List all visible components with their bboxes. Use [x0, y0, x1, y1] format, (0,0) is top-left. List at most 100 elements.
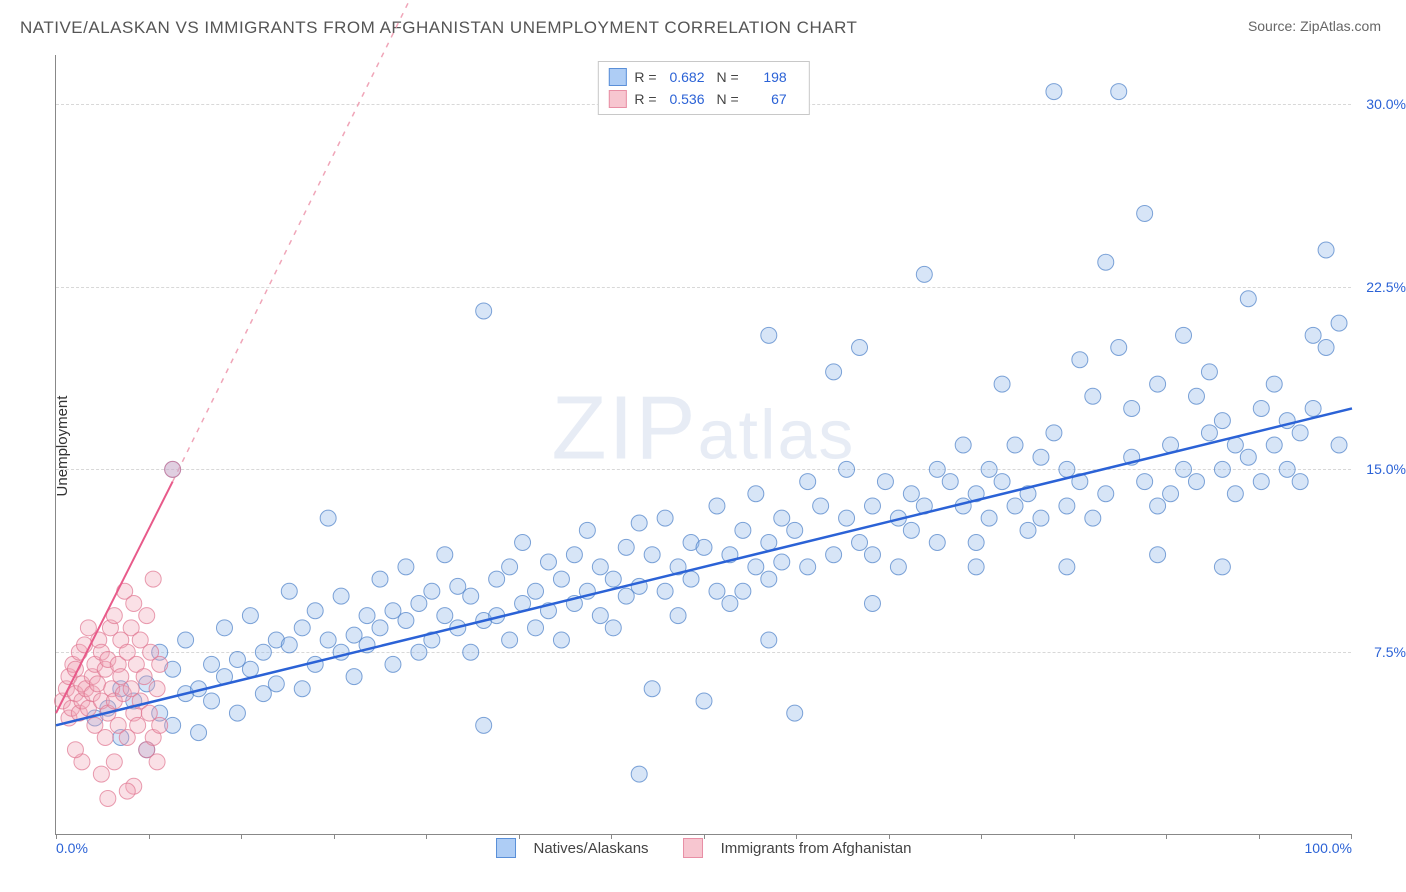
- scatter-point: [1098, 254, 1114, 270]
- scatter-point: [566, 547, 582, 563]
- x-tick: [1259, 834, 1260, 839]
- scatter-point: [709, 583, 725, 599]
- scatter-point: [145, 571, 161, 587]
- chart-container: NATIVE/ALASKAN VS IMMIGRANTS FROM AFGHAN…: [0, 0, 1406, 892]
- scatter-point: [592, 559, 608, 575]
- y-tick-label: 15.0%: [1366, 461, 1406, 477]
- scatter-point: [385, 656, 401, 672]
- swatch-immigrants-bottom: [683, 838, 703, 858]
- scatter-point: [839, 510, 855, 526]
- scatter-point: [294, 681, 310, 697]
- scatter-point: [657, 510, 673, 526]
- scatter-point: [864, 498, 880, 514]
- scatter-point: [800, 474, 816, 490]
- scatter-point: [981, 461, 997, 477]
- scatter-point: [294, 620, 310, 636]
- scatter-point: [1020, 522, 1036, 538]
- scatter-point: [476, 303, 492, 319]
- scatter-point: [657, 583, 673, 599]
- x-tick: [1074, 834, 1075, 839]
- swatch-natives-bottom: [496, 838, 516, 858]
- x-tick-label: 0.0%: [56, 840, 88, 856]
- scatter-point: [722, 595, 738, 611]
- scatter-point: [1033, 510, 1049, 526]
- scatter-point: [1150, 547, 1166, 563]
- scatter-point: [100, 790, 116, 806]
- scatter-point: [903, 522, 919, 538]
- scatter-point: [1150, 376, 1166, 392]
- scatter-point: [579, 522, 595, 538]
- swatch-natives: [608, 68, 626, 86]
- x-tick: [241, 834, 242, 839]
- scatter-point: [502, 559, 518, 575]
- scatter-point: [67, 742, 83, 758]
- scatter-point: [864, 595, 880, 611]
- scatter-point: [424, 583, 440, 599]
- scatter-point: [372, 571, 388, 587]
- scatter-point: [1240, 291, 1256, 307]
- scatter-point: [463, 588, 479, 604]
- scatter-point: [1059, 498, 1075, 514]
- y-tick-label: 7.5%: [1374, 644, 1406, 660]
- scatter-point: [994, 474, 1010, 490]
- source-link[interactable]: ZipAtlas.com: [1300, 18, 1381, 34]
- scatter-point: [204, 656, 220, 672]
- scatter-point: [774, 554, 790, 570]
- scatter-point: [748, 486, 764, 502]
- scatter-point: [1059, 461, 1075, 477]
- scatter-point: [1331, 315, 1347, 331]
- plot-area: ZIPatlas 7.5%15.0%22.5%30.0% R = 0.682 N…: [55, 55, 1351, 835]
- scatter-point: [1085, 388, 1101, 404]
- scatter-point: [320, 510, 336, 526]
- scatter-point: [1292, 474, 1308, 490]
- scatter-point: [1305, 327, 1321, 343]
- scatter-point: [281, 583, 297, 599]
- scatter-point: [1163, 486, 1179, 502]
- scatter-svg: [56, 55, 1351, 834]
- scatter-point: [1059, 559, 1075, 575]
- scatter-point: [1111, 340, 1127, 356]
- n-label: N =: [717, 69, 739, 85]
- scatter-point: [242, 661, 258, 677]
- scatter-point: [130, 717, 146, 733]
- scatter-point: [929, 461, 945, 477]
- scatter-point: [735, 583, 751, 599]
- scatter-point: [540, 554, 556, 570]
- scatter-point: [1201, 364, 1217, 380]
- scatter-point: [813, 498, 829, 514]
- r-label: R =: [634, 91, 656, 107]
- scatter-point: [670, 608, 686, 624]
- scatter-point: [605, 571, 621, 587]
- r-value-immigrants: 0.536: [661, 91, 705, 107]
- scatter-point: [333, 588, 349, 604]
- x-tick: [1351, 834, 1352, 839]
- x-tick: [1166, 834, 1167, 839]
- swatch-immigrants: [608, 90, 626, 108]
- scatter-point: [216, 620, 232, 636]
- scatter-point: [152, 717, 168, 733]
- scatter-point: [1214, 413, 1230, 429]
- scatter-point: [411, 595, 427, 611]
- y-tick-label: 22.5%: [1366, 279, 1406, 295]
- series-name-natives: Natives/Alaskans: [534, 840, 649, 857]
- source-label: Source:: [1248, 18, 1300, 34]
- scatter-point: [320, 632, 336, 648]
- scatter-point: [346, 669, 362, 685]
- scatter-point: [1266, 376, 1282, 392]
- scatter-point: [1150, 498, 1166, 514]
- scatter-point: [553, 571, 569, 587]
- scatter-point: [476, 717, 492, 733]
- scatter-point: [1214, 559, 1230, 575]
- scatter-point: [929, 535, 945, 551]
- scatter-point: [1253, 400, 1269, 416]
- x-tick: [426, 834, 427, 839]
- legend-row-immigrants: R = 0.536 N = 67: [608, 88, 798, 110]
- n-label: N =: [717, 91, 739, 107]
- scatter-point: [149, 681, 165, 697]
- scatter-point: [136, 669, 152, 685]
- scatter-point: [437, 547, 453, 563]
- scatter-point: [359, 608, 375, 624]
- scatter-point: [97, 730, 113, 746]
- scatter-point: [1279, 461, 1295, 477]
- scatter-point: [994, 376, 1010, 392]
